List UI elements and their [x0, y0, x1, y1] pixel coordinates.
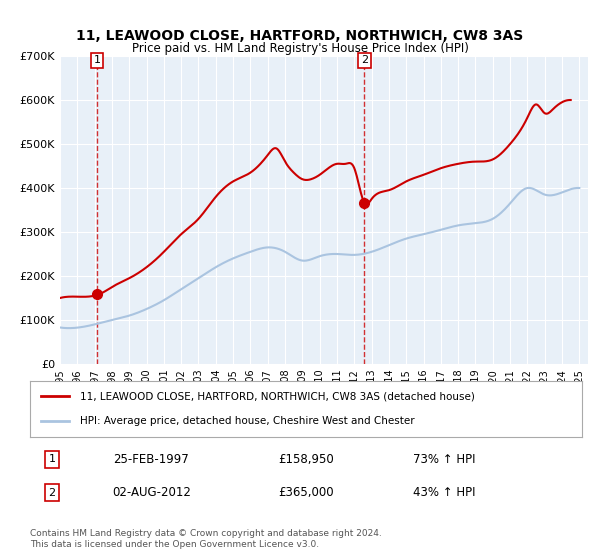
Text: Price paid vs. HM Land Registry's House Price Index (HPI): Price paid vs. HM Land Registry's House … [131, 42, 469, 55]
Text: 11, LEAWOOD CLOSE, HARTFORD, NORTHWICH, CW8 3AS: 11, LEAWOOD CLOSE, HARTFORD, NORTHWICH, … [76, 29, 524, 44]
Text: 2: 2 [49, 488, 56, 498]
Text: 11, LEAWOOD CLOSE, HARTFORD, NORTHWICH, CW8 3AS (detached house): 11, LEAWOOD CLOSE, HARTFORD, NORTHWICH, … [80, 391, 475, 402]
Text: Contains HM Land Registry data © Crown copyright and database right 2024.
This d: Contains HM Land Registry data © Crown c… [30, 529, 382, 549]
Text: £158,950: £158,950 [278, 452, 334, 466]
Text: 43% ↑ HPI: 43% ↑ HPI [413, 486, 475, 500]
Text: HPI: Average price, detached house, Cheshire West and Chester: HPI: Average price, detached house, Ches… [80, 416, 415, 426]
Text: 25-FEB-1997: 25-FEB-1997 [113, 452, 190, 466]
Text: £365,000: £365,000 [278, 486, 334, 500]
Text: 02-AUG-2012: 02-AUG-2012 [112, 486, 191, 500]
Text: 73% ↑ HPI: 73% ↑ HPI [413, 452, 475, 466]
Text: 2: 2 [361, 55, 368, 66]
Text: 1: 1 [94, 55, 101, 66]
Text: 1: 1 [49, 454, 56, 464]
